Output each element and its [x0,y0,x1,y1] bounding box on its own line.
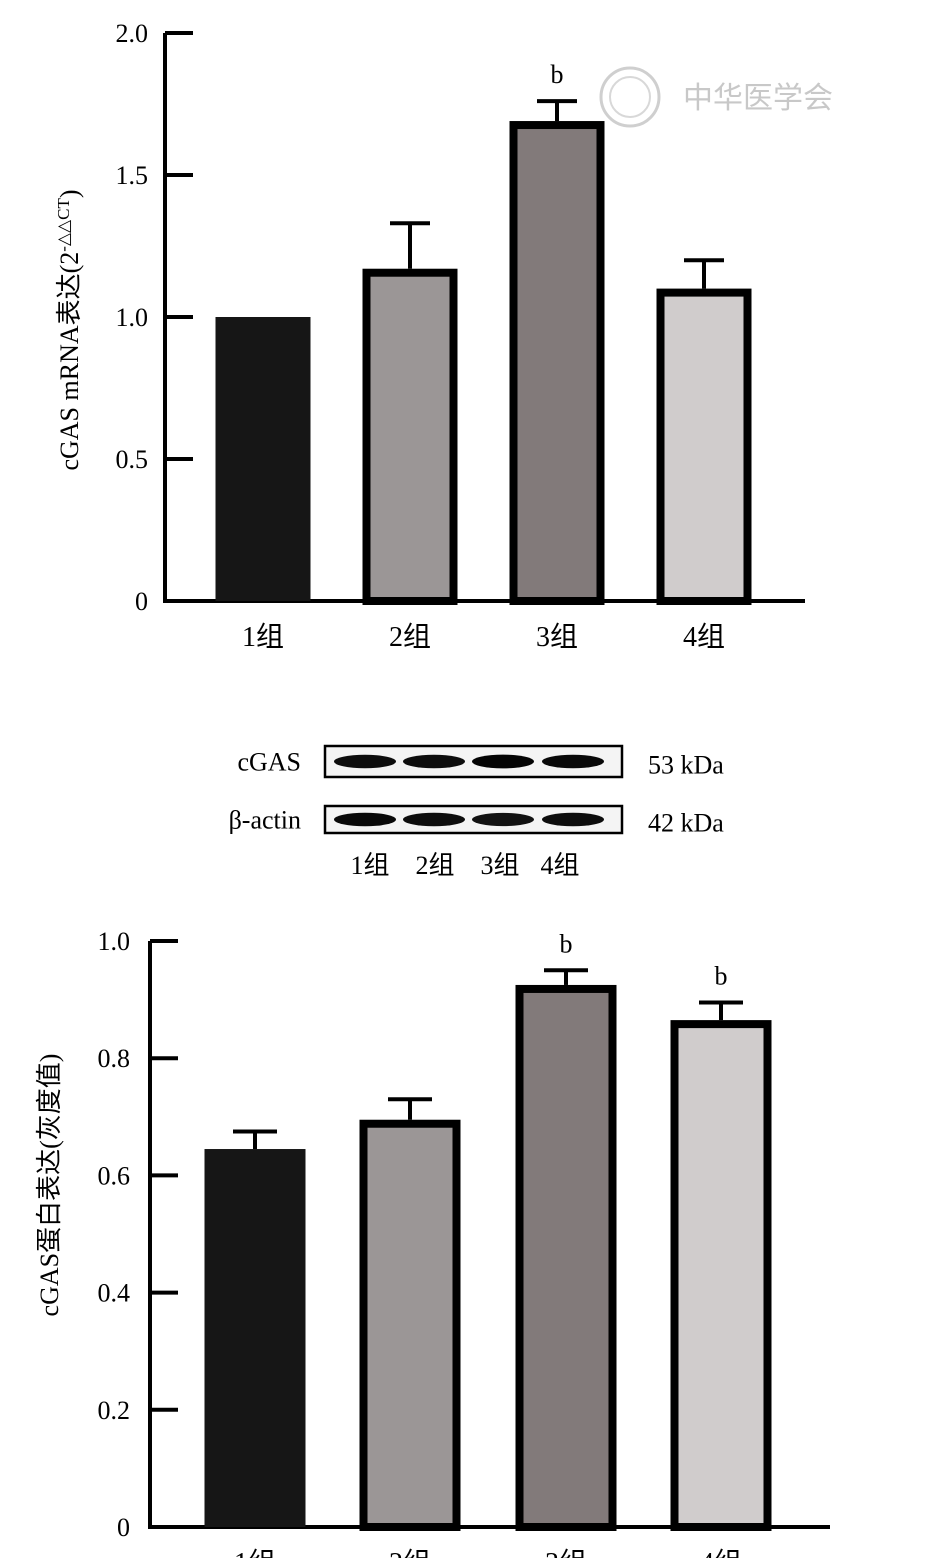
blot-size-label: 53 kDa [648,751,724,780]
bar [359,1119,461,1531]
category-label: 4组 [683,621,725,653]
blot-band [403,812,465,827]
y-tick-label: 0.4 [98,1279,131,1308]
bar [362,268,458,605]
bar [515,984,617,1531]
significance-label: b [551,60,564,89]
watermark: 中华医学会 [599,66,833,128]
y-tick-label: 1.5 [116,161,149,190]
y-tick-label: 0 [117,1513,130,1542]
y-axis-label-text: cGAS蛋白表达(灰度值) [35,1054,64,1317]
y-tick-label: 1.0 [98,927,131,956]
y-tick-label: 0.8 [98,1044,131,1073]
blot-lane-label: 4组 [540,851,579,880]
blot-band [334,812,396,827]
y-axis-label: cGAS mRNA表达(2-△△CT) [54,189,84,470]
bar [215,317,311,601]
watermark-text: 中华医学会 [683,81,833,116]
category-label: 1组 [234,1547,276,1558]
bar [656,288,752,605]
blot-size-label: 42 kDa [648,809,724,838]
y-tick-label: 0.2 [98,1396,131,1425]
category-label: 3组 [536,621,578,653]
seal-logo-icon [599,66,661,128]
significance-label: b [715,962,728,991]
category-label: 1组 [242,621,284,653]
mrna-chart: 0 0.5 1.0 1.5 2.0 1组 2组 b 3组 4组 cGAS mRNA表达(2-△△CT… [54,19,805,653]
y-tick-label: 1.0 [116,303,149,332]
bar [670,1020,772,1531]
category-label: 2组 [389,1547,431,1558]
y-tick-label: 2.0 [116,19,149,48]
bar [509,121,605,605]
blot-lane-label: 3组 [480,851,519,880]
y-tick-label: 0.6 [98,1161,131,1190]
blot-lane-label: 2组 [415,851,454,880]
significance-label: b [560,929,573,958]
blot-protein-label: β-actin [229,806,301,835]
y-axis-label: cGAS蛋白表达(灰度值) [35,1054,64,1317]
blot-band [334,754,396,769]
y-axis-label-close: ) [55,189,84,198]
blot-lane-label: 1组 [350,851,389,880]
seal-inner-ring [609,76,651,118]
category-label: 3组 [545,1547,587,1558]
category-label: 4组 [700,1547,742,1558]
blot-band [472,754,534,769]
y-tick-label: 0 [135,587,148,616]
category-label: 2组 [389,621,431,653]
blot-band [472,812,534,827]
bar [204,1149,306,1527]
blot-band [542,754,604,769]
western-blot: cGAS 53 kDa β-actin 42 kDa 1组 2组 3组 4组 [229,744,724,880]
protein-chart: 0 0.2 0.4 0.6 0.8 1.0 1组 2组 b 3组 b 4组 cGAS蛋白表达(灰度值) [35,927,830,1558]
blot-band [542,812,604,827]
y-axis-label-superscript: -△△CT [54,198,73,252]
blot-band [403,754,465,769]
y-axis-label-text: cGAS mRNA表达(2 [55,252,84,471]
y-tick-label: 0.5 [116,445,149,474]
blot-protein-label: cGAS [237,748,301,777]
